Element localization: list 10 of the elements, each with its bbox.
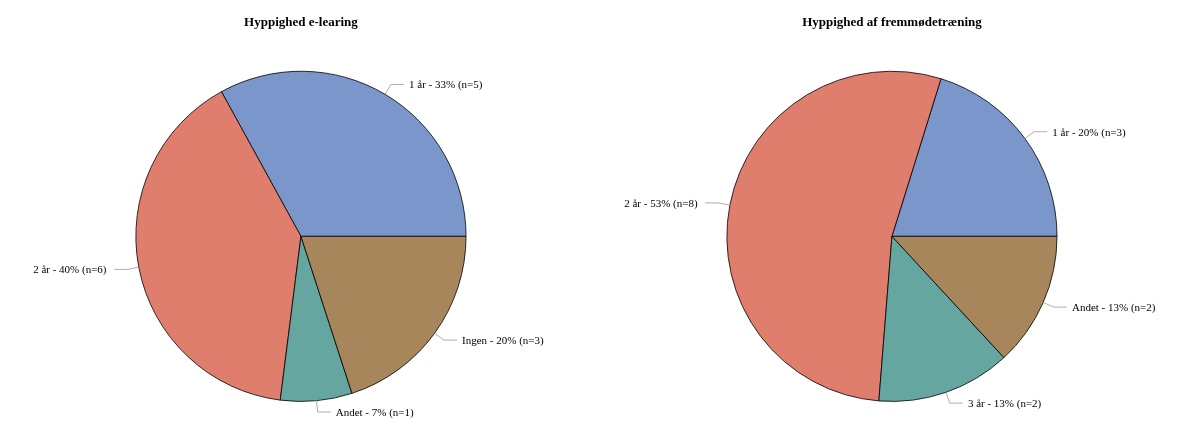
slice-label: 1 år - 20% (n=3) bbox=[1052, 125, 1127, 139]
slice-label: 2 år - 40% (n=6) bbox=[33, 263, 107, 277]
slice-label: Andet - 7% (n=1) bbox=[335, 406, 415, 420]
slice-label: Andet - 13% (n=2) bbox=[1071, 301, 1156, 315]
slice-label: 2 år - 53% (n=8) bbox=[624, 196, 698, 210]
chart-title: Hyppighed af fremmødetræning bbox=[802, 14, 983, 30]
slice-label: 1 år - 33% (n=5) bbox=[409, 78, 483, 92]
slice-label: Ingen - 20% (n=3) bbox=[462, 334, 544, 348]
chart-title: Hyppighed e-learing bbox=[244, 14, 359, 30]
slice-label: 3 år - 13% (n=2) bbox=[967, 397, 1042, 411]
